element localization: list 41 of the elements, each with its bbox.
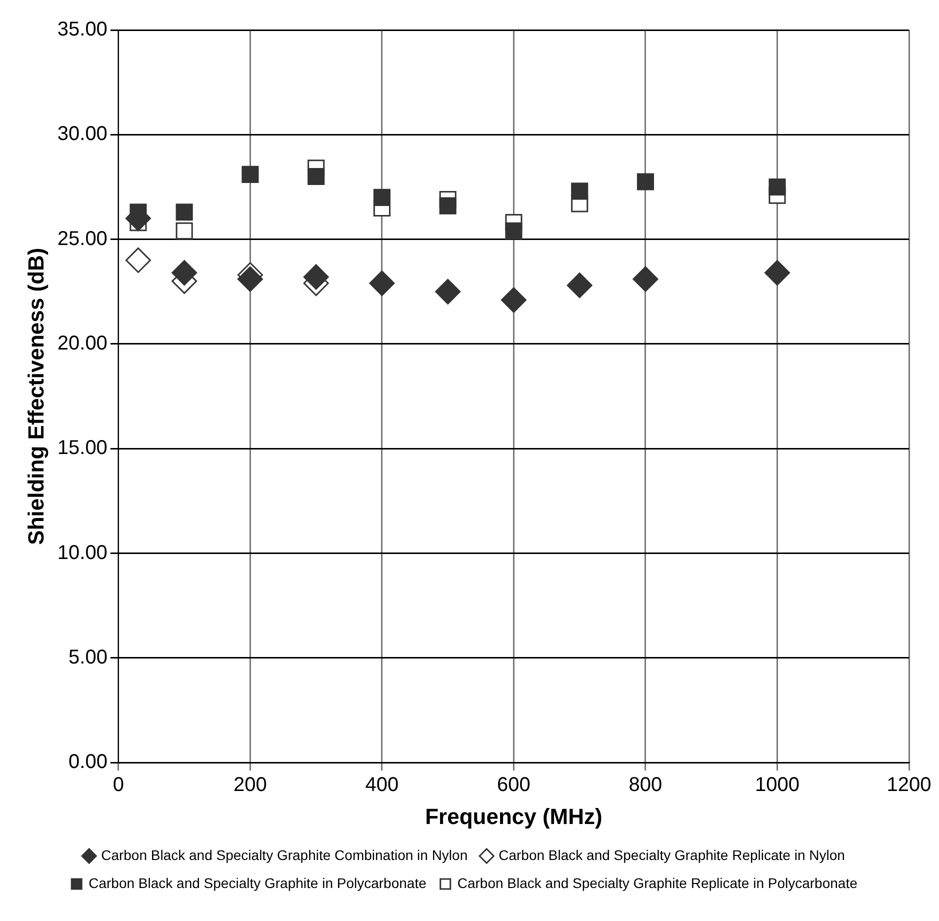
y-tick-label: 25.00 xyxy=(57,228,108,250)
point xyxy=(176,222,193,240)
x-tick-label: 200 xyxy=(234,774,267,796)
y-tick-label: 35.00 xyxy=(57,18,108,41)
point xyxy=(172,260,198,286)
point xyxy=(308,168,325,186)
point xyxy=(764,260,790,286)
y-tick-label: 0.00 xyxy=(68,751,108,774)
x-tick-label: 0 xyxy=(112,774,124,796)
y-tick-label: 30.00 xyxy=(57,123,108,146)
x-tick-label: 1000 xyxy=(754,774,800,796)
point xyxy=(505,222,522,240)
point xyxy=(237,266,263,292)
point xyxy=(500,287,526,313)
y-tick-label: 20.00 xyxy=(57,332,108,354)
point xyxy=(636,173,654,190)
legend-label: Carbon Black and Specialty Graphite in Polycarbonate xyxy=(88,874,427,891)
legend-label: Carbon Black and Specialty Graphite Combination in Nylon xyxy=(101,846,468,863)
point xyxy=(566,272,592,298)
y-tick-label: 5.00 xyxy=(68,646,108,668)
point xyxy=(125,247,151,273)
y-tick-label: 15.00 xyxy=(57,437,108,460)
x-tick-label: 400 xyxy=(365,774,399,796)
point xyxy=(571,182,588,200)
point xyxy=(768,178,786,196)
legend-label: Carbon Black and Specialty Graphite Replicate in Polycarbonate xyxy=(457,874,858,891)
point xyxy=(439,197,456,214)
y-axis-title: Shielding Effectiveness (dB) xyxy=(23,248,48,545)
y-tick-label: 10.00 xyxy=(57,542,108,564)
point xyxy=(435,278,461,304)
point xyxy=(373,188,390,206)
point xyxy=(369,270,395,296)
legend-label: Carbon Black and Specialty Graphite Replicate in Nylon xyxy=(498,846,845,863)
x-tick-label: 1200 xyxy=(886,774,932,796)
point xyxy=(176,204,193,221)
point xyxy=(242,166,259,183)
point xyxy=(303,264,329,290)
point xyxy=(632,266,658,292)
x-tick-label: 800 xyxy=(628,774,662,796)
x-tick-label: 600 xyxy=(497,774,530,796)
x-axis-title: Frequency (MHz) xyxy=(425,804,602,829)
